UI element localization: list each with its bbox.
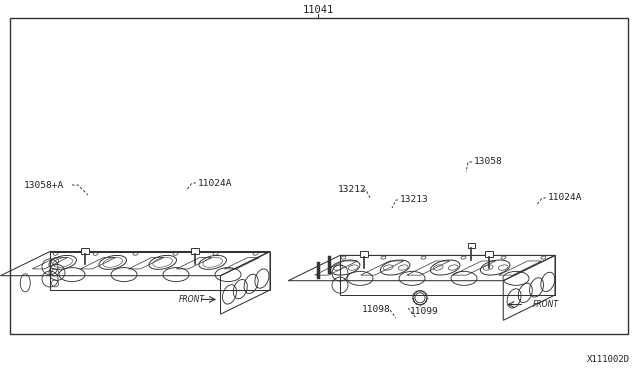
Text: 11041: 11041 (302, 5, 333, 15)
Text: 13212: 13212 (338, 186, 367, 195)
Text: 13058: 13058 (474, 157, 503, 167)
Text: X111002D: X111002D (587, 356, 630, 365)
Text: 11024A: 11024A (198, 179, 232, 187)
Text: 13213: 13213 (400, 196, 429, 205)
Bar (485, 251, 493, 257)
Bar (81, 248, 89, 254)
Bar (360, 251, 368, 257)
Text: FRONT: FRONT (179, 295, 205, 304)
Text: 11024A: 11024A (548, 193, 582, 202)
Bar (468, 243, 475, 248)
Bar (10, 18, 628, 334)
Text: FRONT: FRONT (532, 300, 558, 309)
Bar (191, 248, 199, 254)
Text: 13058+A: 13058+A (24, 180, 64, 189)
Text: 11098: 11098 (362, 305, 391, 314)
Text: 11099: 11099 (410, 308, 439, 317)
